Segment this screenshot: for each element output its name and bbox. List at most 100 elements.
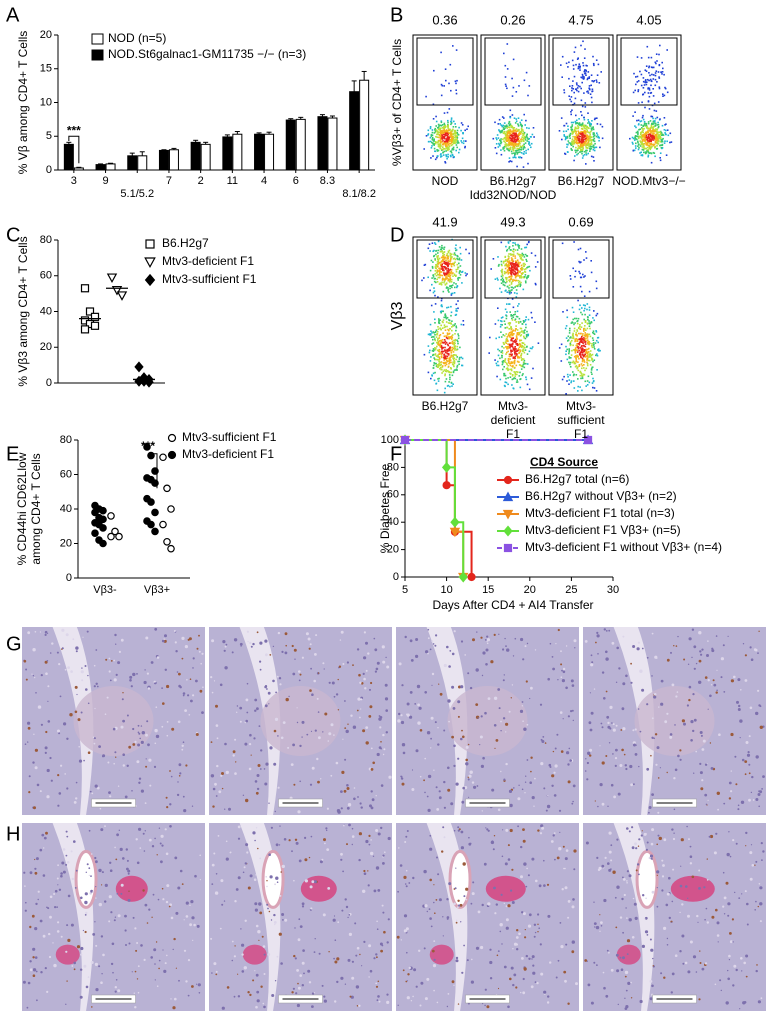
event-dot bbox=[447, 127, 449, 129]
event-dot bbox=[447, 131, 449, 134]
event-dot bbox=[438, 246, 441, 248]
event-dot bbox=[514, 346, 516, 348]
event-dot bbox=[583, 276, 585, 278]
event-dot bbox=[513, 292, 516, 294]
speckle bbox=[435, 634, 438, 637]
event-dot bbox=[517, 145, 519, 147]
speckle bbox=[316, 697, 319, 700]
legend-label: NOD.St6galnac1-GM11735 −/− (n=3) bbox=[108, 47, 306, 61]
speckle bbox=[347, 803, 352, 807]
event-dot bbox=[508, 346, 510, 348]
speckle bbox=[549, 642, 552, 645]
event-dot bbox=[458, 358, 461, 360]
event-dot bbox=[510, 328, 513, 331]
event-dot bbox=[636, 75, 639, 78]
event-dot bbox=[652, 144, 655, 147]
event-dot bbox=[648, 147, 650, 149]
y-tick-label: 20 bbox=[40, 341, 52, 353]
marker bbox=[91, 508, 99, 517]
event-dot bbox=[572, 88, 574, 90]
marker bbox=[134, 361, 144, 373]
event-dot bbox=[509, 345, 511, 347]
event-dot bbox=[581, 131, 584, 133]
event-dot bbox=[457, 300, 459, 302]
speckle bbox=[63, 722, 67, 726]
event-dot bbox=[447, 124, 449, 127]
speckle bbox=[356, 648, 360, 651]
speckle bbox=[560, 663, 563, 666]
event-dot bbox=[518, 85, 520, 87]
event-dot bbox=[640, 84, 643, 87]
speckle bbox=[181, 744, 184, 747]
event-dot bbox=[586, 384, 589, 386]
event-dot bbox=[510, 146, 512, 149]
event-dot bbox=[577, 317, 580, 320]
event-dot bbox=[448, 337, 450, 340]
event-dot bbox=[450, 155, 452, 158]
plot-label: Idd32NOD/NOD bbox=[470, 188, 557, 202]
event-dot bbox=[579, 304, 581, 307]
event-dot bbox=[439, 361, 441, 364]
event-dot bbox=[661, 140, 663, 142]
speckle bbox=[166, 721, 169, 723]
event-dot bbox=[597, 349, 599, 351]
speckle bbox=[378, 715, 381, 717]
speckle bbox=[301, 736, 303, 738]
event-dot bbox=[586, 316, 589, 318]
event-dot bbox=[572, 64, 575, 67]
event-dot bbox=[439, 269, 441, 271]
plot-label: sufficient bbox=[557, 413, 605, 427]
event-dot bbox=[508, 247, 510, 250]
event-dot bbox=[648, 79, 650, 82]
event-dot bbox=[519, 386, 522, 389]
speckle bbox=[365, 669, 368, 672]
event-dot bbox=[644, 69, 647, 71]
legend-label: Mtv3-deficient F1 total (n=3) bbox=[525, 506, 675, 520]
event-dot bbox=[528, 350, 531, 353]
event-dot bbox=[572, 336, 575, 338]
event-dot bbox=[526, 140, 529, 142]
speckle bbox=[224, 742, 227, 746]
event-dot bbox=[447, 286, 449, 289]
event-dot bbox=[444, 373, 446, 375]
event-dot bbox=[530, 142, 533, 145]
event-dot bbox=[455, 329, 457, 332]
event-dot bbox=[449, 268, 452, 271]
event-dot bbox=[518, 303, 520, 305]
speckle bbox=[560, 650, 562, 653]
event-dot bbox=[441, 247, 444, 249]
event-dot bbox=[643, 134, 645, 137]
speckle bbox=[482, 651, 486, 655]
speckle bbox=[256, 631, 259, 634]
event-dot bbox=[588, 347, 590, 350]
marker bbox=[107, 532, 115, 541]
speckle bbox=[301, 720, 305, 724]
event-dot bbox=[442, 266, 444, 268]
event-dot bbox=[635, 131, 638, 134]
event-dot bbox=[661, 124, 664, 127]
event-dot bbox=[450, 367, 452, 369]
speckle bbox=[546, 804, 551, 809]
event-dot bbox=[505, 85, 507, 87]
speckle bbox=[514, 637, 517, 640]
event-dot bbox=[447, 360, 449, 362]
event-dot bbox=[431, 131, 434, 134]
event-dot bbox=[447, 156, 449, 158]
gate-value: 0.36 bbox=[432, 12, 457, 27]
event-dot bbox=[648, 89, 651, 91]
speckle bbox=[572, 719, 574, 722]
event-dot bbox=[455, 354, 458, 357]
event-dot bbox=[574, 120, 577, 123]
event-dot bbox=[587, 112, 589, 114]
speckle bbox=[148, 758, 152, 762]
event-dot bbox=[570, 128, 573, 131]
event-dot bbox=[435, 365, 438, 367]
event-dot bbox=[442, 146, 444, 148]
speckle bbox=[540, 762, 544, 766]
event-dot bbox=[567, 151, 569, 153]
event-dot bbox=[512, 278, 514, 281]
event-dot bbox=[521, 124, 523, 127]
event-dot bbox=[514, 268, 516, 270]
event-dot bbox=[437, 123, 440, 126]
event-dot bbox=[642, 129, 644, 132]
